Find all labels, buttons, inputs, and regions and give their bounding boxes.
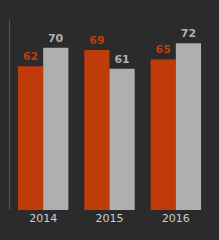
svg-text:72: 72: [181, 27, 196, 40]
svg-text:65: 65: [156, 43, 171, 56]
svg-text:70: 70: [48, 32, 64, 45]
svg-text:69: 69: [89, 34, 104, 47]
svg-text:61: 61: [114, 53, 129, 66]
svg-text:62: 62: [23, 50, 38, 63]
svg-text:2014: 2014: [29, 212, 57, 225]
svg-text:2016: 2016: [162, 212, 190, 225]
svg-text:2015: 2015: [96, 212, 124, 225]
